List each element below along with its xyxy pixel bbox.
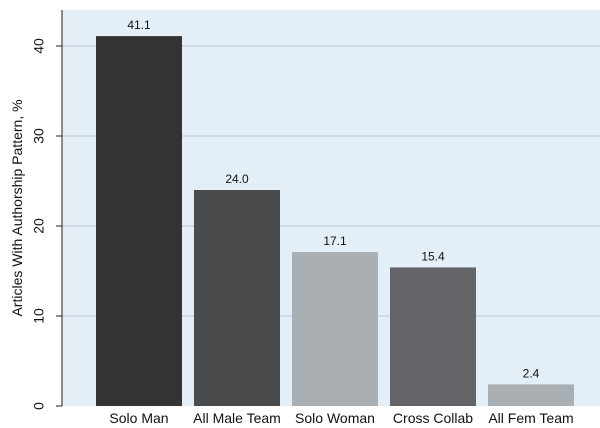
y-tick-label: 30 <box>31 128 47 144</box>
data-label: 24.0 <box>225 172 249 186</box>
data-label: 17.1 <box>323 234 347 248</box>
x-tick-label: Solo Woman <box>295 410 375 423</box>
bar <box>194 190 280 406</box>
y-axis-label: Articles With Authorship Pattern, % <box>9 99 25 316</box>
bar <box>96 36 182 406</box>
x-axis-tick-labels: Solo Man All Male Team Solo Woman Cross Col… <box>109 410 573 426</box>
y-tick-label: 10 <box>31 308 47 324</box>
x-tick-label: All Male Team <box>193 410 281 423</box>
x-tick-label: Solo Man <box>109 410 168 423</box>
y-axis-ticks: 0 10 20 30 40 <box>31 38 62 410</box>
x-tick-label: Cross Collab <box>393 410 473 423</box>
bar <box>292 252 378 406</box>
bar <box>390 267 476 406</box>
data-label: 41.1 <box>127 18 151 32</box>
y-tick-label: 40 <box>31 38 47 54</box>
data-label: 15.4 <box>421 249 445 263</box>
bars <box>96 36 574 406</box>
y-tick-label: 0 <box>31 402 47 410</box>
bar <box>488 384 574 406</box>
y-tick-label: 20 <box>31 218 47 234</box>
data-labels: 41.1 24.0 17.1 15.4 2.4 <box>127 18 539 380</box>
data-label: 2.4 <box>523 366 540 380</box>
x-tick-label: All Fem Team <box>488 410 573 423</box>
